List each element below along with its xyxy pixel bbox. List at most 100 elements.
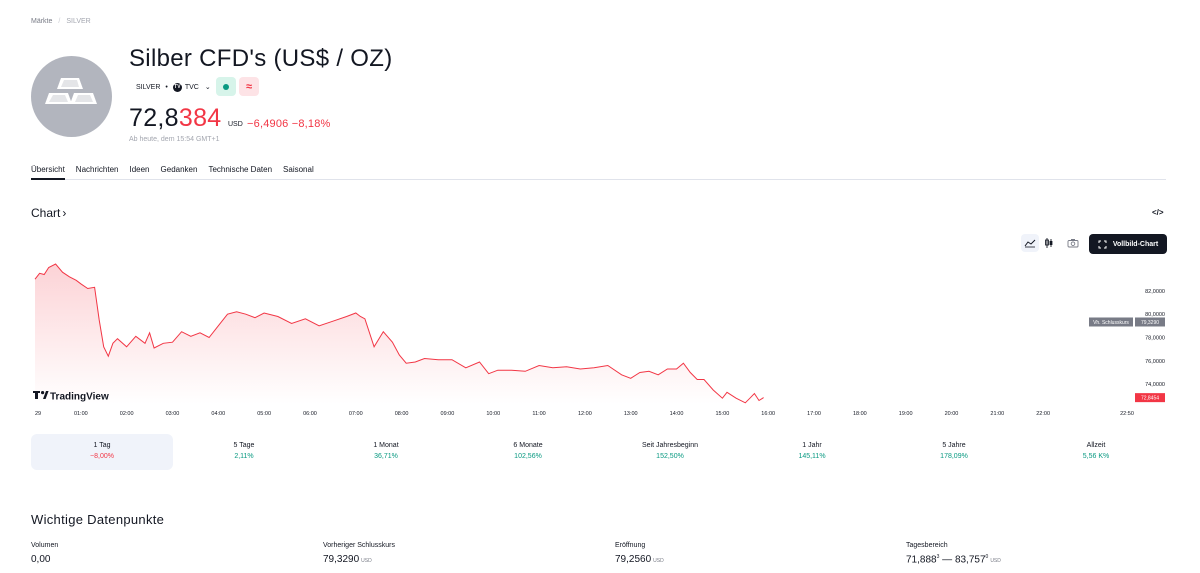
screenshot-button[interactable] <box>1064 234 1082 252</box>
x-tick-label: 19:00 <box>899 411 913 417</box>
range-5-years[interactable]: 5 Jahre 178,09% <box>883 434 1025 470</box>
exchange-label[interactable]: TVC <box>184 83 199 91</box>
chevron-right-icon: › <box>62 206 67 220</box>
silver-bars-logo-icon <box>31 56 112 137</box>
breadcrumb: Märkte / SILVER <box>31 18 91 25</box>
cfd-badge[interactable]: ≈ <box>239 77 259 96</box>
price-main: 72,8 <box>129 104 179 132</box>
x-tick-label: 02:00 <box>120 411 134 417</box>
tab-overview[interactable]: Übersicht <box>31 160 65 180</box>
embed-code-icon[interactable]: </> <box>1152 208 1164 217</box>
day-high-fraction: 0 <box>985 554 989 560</box>
area-chart-icon <box>1024 239 1036 248</box>
prev-close-label-box <box>1089 317 1133 327</box>
price-badges: Vh. Schlusskurs 79,3290 72,8454 <box>1089 317 1165 403</box>
x-tick-label: 08:00 <box>395 411 409 417</box>
day-high: 83,757 <box>954 554 986 566</box>
tab-technicals[interactable]: Technische Daten <box>208 165 273 174</box>
y-tick-label: 82,0000 <box>1145 289 1165 295</box>
currency-unit: USD <box>361 558 372 564</box>
x-tick-label: 15:00 <box>715 411 729 417</box>
key-data-title: Wichtige Datenpunkte <box>31 512 165 527</box>
range-label: 6 Monate <box>513 442 543 449</box>
price-area-fill <box>35 264 764 404</box>
x-tick-label: 18:00 <box>853 411 867 417</box>
x-tick-label: 04:00 <box>211 411 225 417</box>
datapoint-label: Vorheriger Schlusskurs <box>323 542 395 549</box>
meta-dot: • <box>165 83 168 91</box>
x-tick-label: 03:00 <box>166 411 180 417</box>
range-all-time[interactable]: Allzeit 5,56 K% <box>1025 434 1167 470</box>
tradingview-wordmark: TradingView <box>50 392 109 403</box>
datapoint-label: Eröffnung <box>615 542 646 549</box>
tv-exchange-icon: TV <box>172 82 182 92</box>
fullscreen-label: Vollbild-Chart <box>1112 240 1159 248</box>
range-1-month[interactable]: 1 Monat 36,71% <box>315 434 457 470</box>
x-tick-label: 22:00 <box>1036 411 1050 417</box>
x-tick-label: 20:00 <box>945 411 959 417</box>
prev-close-value: 79,3290 <box>323 554 360 565</box>
breadcrumb-current[interactable]: SILVER <box>66 18 91 25</box>
price-chart[interactable]: 82,0000 80,0000 78,0000 76,0000 74,0000 29 01… <box>31 262 1167 422</box>
range-1-day[interactable]: 1 Tag −8,00% <box>31 434 173 470</box>
range-label: 1 Monat <box>373 442 399 449</box>
tab-ideas[interactable]: Ideen <box>129 165 150 174</box>
x-tick-label: 22:50 <box>1120 411 1134 417</box>
range-1-year[interactable]: 1 Jahr 145,11% <box>741 434 883 470</box>
approx-icon: ≈ <box>245 80 253 93</box>
datapoint-day-range: Tagesbereich 71,8883 — 83,7570USD <box>906 542 1001 565</box>
breadcrumb-root[interactable]: Märkte <box>31 18 53 25</box>
y-tick-label: 80,0000 <box>1145 312 1165 318</box>
range-5-days[interactable]: 5 Tage 2,11% <box>173 434 315 470</box>
x-tick-label: 05:00 <box>257 411 271 417</box>
tab-seasonals[interactable]: Saisonal <box>283 165 314 174</box>
x-tick-label: 17:00 <box>807 411 821 417</box>
datapoint-value: 0,00 <box>31 554 58 565</box>
tab-minds[interactable]: Gedanken <box>160 165 198 174</box>
range-value: 102,56% <box>514 453 542 460</box>
fullscreen-chart-button[interactable]: Vollbild-Chart <box>1089 234 1167 254</box>
market-open-status-badge[interactable] <box>216 77 236 96</box>
range-label: Allzeit <box>1086 442 1106 449</box>
x-tick-label: 09:00 <box>441 411 455 417</box>
price-chart-svg[interactable]: 82,0000 80,0000 78,0000 76,0000 74,0000 29 01… <box>31 262 1167 422</box>
day-range-separator: — <box>939 554 955 566</box>
range-value: 36,71% <box>374 453 398 460</box>
datapoint-open: Eröffnung 79,2560 USD <box>615 542 664 565</box>
x-tick-label: 14:00 <box>670 411 684 417</box>
range-value: 2,11% <box>234 453 254 460</box>
x-tick-label: 16:00 <box>761 411 775 417</box>
prev-close-label: Vh. Schlusskurs <box>1093 320 1129 326</box>
x-tick-label: 01:00 <box>74 411 88 417</box>
x-tick-label: 21:00 <box>990 411 1004 417</box>
range-label: 5 Tage <box>233 442 255 449</box>
datapoint-prev-close: Vorheriger Schlusskurs 79,3290 USD <box>323 542 395 565</box>
range-6-months[interactable]: 6 Monate 102,56% <box>457 434 599 470</box>
chevron-down-icon[interactable]: ⌄ <box>204 84 211 91</box>
open-value: 79,2560 <box>615 554 652 565</box>
performance-range-row: 1 Tag −8,00% 5 Tage 2,11% 1 Monat 36,71% 6 … <box>31 434 1167 470</box>
range-value: 145,11% <box>798 453 826 460</box>
chart-section-link[interactable]: Chart › <box>31 206 66 220</box>
y-axis: 82,0000 80,0000 78,0000 76,0000 74,0000 <box>1145 289 1165 388</box>
volume-value: 0,00 <box>31 554 51 565</box>
range-ytd[interactable]: Seit Jahresbeginn 152,50% <box>599 434 741 470</box>
symbol-code: SILVER <box>136 83 161 91</box>
range-value: 152,50% <box>656 453 684 460</box>
price-change: −6,4906 −8,18% <box>247 118 331 130</box>
range-value: −8,00% <box>90 453 114 460</box>
area-chart-button[interactable] <box>1021 234 1039 252</box>
range-label: 5 Jahre <box>942 442 966 449</box>
price-line <box>34 263 764 404</box>
candles-button[interactable] <box>1040 234 1058 252</box>
range-value: 178,09% <box>940 453 968 460</box>
tradingview-watermark[interactable]: TradingView <box>33 391 109 403</box>
datapoint-value: 79,3290 USD <box>323 554 395 565</box>
y-tick-label: 74,0000 <box>1145 382 1165 388</box>
breadcrumb-separator: / <box>58 18 61 25</box>
y-tick-label: 76,0000 <box>1145 359 1165 365</box>
range-label: 1 Jahr <box>802 442 822 449</box>
price-badge-box <box>1135 317 1165 327</box>
tab-news[interactable]: Nachrichten <box>75 165 119 174</box>
datapoint-value: 79,2560 USD <box>615 554 664 565</box>
